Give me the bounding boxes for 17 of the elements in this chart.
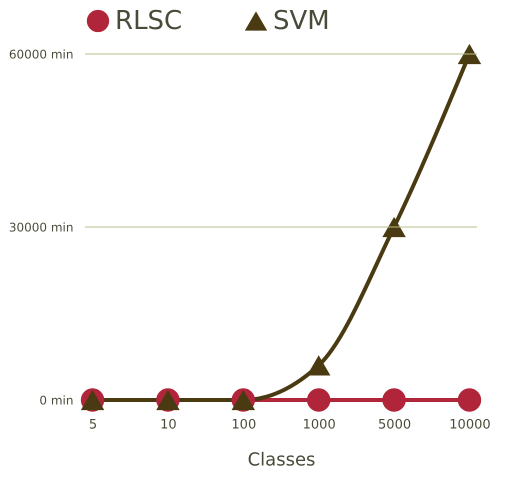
- x-tick-label: 10000: [449, 418, 491, 432]
- y-tick-label: 60000 min: [8, 48, 74, 62]
- x-tick-label: 5: [88, 418, 98, 432]
- x-tick-label: 100: [231, 418, 256, 432]
- legend-label: RLSC: [115, 6, 182, 36]
- point: [382, 216, 406, 238]
- legend-label: SVM: [273, 6, 330, 36]
- x-tick-label: 5000: [378, 418, 412, 432]
- point: [458, 44, 482, 64]
- point: [306, 388, 330, 412]
- y-tick-label: 0 min: [39, 394, 74, 408]
- point: [458, 388, 482, 412]
- point: [382, 388, 406, 412]
- x-tick-label: 1000: [302, 418, 336, 432]
- y-tick-label: 30000 min: [8, 220, 74, 234]
- x-tick-label: 10: [160, 418, 177, 432]
- x-axis-title: Classes: [248, 450, 316, 470]
